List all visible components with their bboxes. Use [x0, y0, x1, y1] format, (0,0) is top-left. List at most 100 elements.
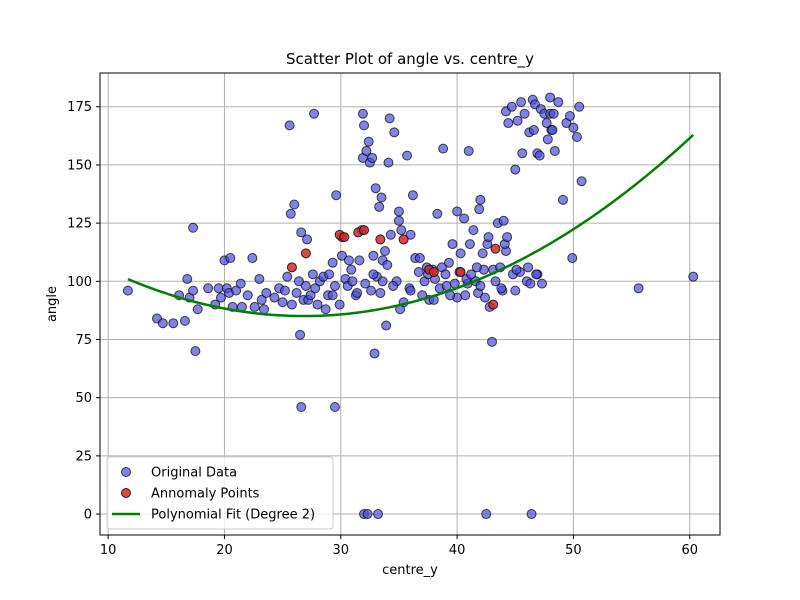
original-data-point — [259, 304, 270, 315]
original-data-point — [548, 108, 559, 119]
anomaly-point — [286, 262, 297, 273]
original-data-point — [564, 111, 575, 122]
original-data-point — [541, 118, 552, 129]
original-data-point — [553, 97, 564, 108]
original-data-point — [247, 253, 258, 264]
original-data-point — [496, 283, 507, 294]
original-data-point — [443, 257, 454, 268]
original-data-point — [414, 253, 425, 264]
original-data-point — [526, 509, 537, 520]
original-data-point — [309, 108, 320, 119]
x-tick-label: 60 — [681, 543, 698, 558]
anomaly-point — [490, 243, 501, 254]
original-data-point — [512, 115, 523, 126]
original-data-point — [545, 92, 556, 103]
original-data-point — [490, 276, 501, 287]
original-data-point — [466, 269, 477, 280]
original-data-point — [352, 287, 363, 298]
original-data-point — [357, 108, 368, 119]
original-data-point — [289, 199, 300, 210]
original-data-point — [506, 101, 517, 112]
original-data-point — [370, 183, 381, 194]
original-data-point — [293, 276, 304, 287]
original-data-point — [277, 297, 288, 308]
original-data-point — [327, 290, 338, 301]
original-data-point — [182, 273, 193, 284]
legend-box — [106, 456, 334, 530]
y-tick-label: 75 — [75, 333, 92, 348]
original-data-point — [368, 250, 379, 261]
original-data-point — [528, 125, 539, 136]
original-data-point — [385, 229, 396, 240]
original-data-point — [381, 320, 392, 331]
original-data-point — [256, 294, 267, 305]
original-data-point — [122, 285, 133, 296]
original-data-point — [463, 145, 474, 156]
y-tick-label: 125 — [67, 217, 92, 232]
original-data-point — [343, 255, 354, 266]
original-data-point — [305, 290, 316, 301]
original-data-point — [285, 208, 296, 219]
legend-marker-original-data — [121, 467, 131, 477]
original-data-point — [296, 401, 307, 412]
original-data-point — [291, 287, 302, 298]
axes-frame — [99, 72, 721, 536]
original-data-point — [537, 278, 548, 289]
original-data-point — [295, 329, 306, 340]
original-data-point — [369, 348, 380, 359]
original-data-point — [312, 299, 323, 310]
original-data-point — [377, 276, 388, 287]
original-data-point — [571, 132, 582, 143]
original-data-point — [368, 269, 379, 280]
anomaly-point — [300, 248, 311, 259]
y-tick-label: 0 — [84, 508, 92, 523]
original-data-point — [510, 285, 521, 296]
original-data-point — [547, 125, 558, 136]
original-data-point — [468, 225, 479, 236]
original-data-point — [373, 509, 384, 520]
original-data-point — [460, 290, 471, 301]
chart-title: Scatter Plot of angle vs. centre_y — [286, 50, 534, 69]
anomaly-point — [488, 299, 499, 310]
original-data-point — [568, 122, 579, 133]
legend-marker-anomaly-points — [121, 488, 131, 498]
anomaly-point — [375, 234, 386, 245]
original-data-point — [483, 232, 494, 243]
original-data-point — [354, 255, 365, 266]
x-axis-label: centre_y — [382, 563, 438, 578]
original-data-point — [549, 145, 560, 156]
original-data-point — [481, 509, 492, 520]
original-data-point — [346, 264, 357, 275]
x-tick-label: 40 — [449, 543, 466, 558]
original-data-point — [413, 266, 424, 277]
plot-area — [122, 92, 699, 520]
original-data-point — [168, 318, 179, 329]
y-tick-label: 25 — [75, 449, 92, 464]
original-data-point — [215, 292, 226, 303]
original-data-point — [542, 134, 553, 145]
original-data-point — [531, 269, 542, 280]
x-tick-label: 50 — [565, 543, 582, 558]
original-data-point — [188, 222, 199, 233]
original-data-point — [347, 276, 358, 287]
original-data-point — [188, 285, 199, 296]
original-data-point — [190, 346, 201, 357]
original-data-point — [366, 285, 377, 296]
axis-ticks: 10 20 30 40 50 60 0 25 50 75 100 125 150 175 — [67, 100, 698, 558]
original-data-point — [633, 283, 644, 294]
original-data-point — [519, 108, 530, 119]
original-data-point — [231, 285, 242, 296]
original-data-point — [440, 269, 451, 280]
original-data-point — [383, 157, 394, 168]
original-data-point — [286, 299, 297, 310]
original-data-point — [376, 192, 387, 203]
original-data-point — [576, 176, 587, 187]
original-data-point — [475, 280, 486, 291]
original-data-point — [474, 204, 485, 215]
original-data-point — [388, 280, 399, 291]
original-data-point — [235, 278, 246, 289]
original-data-point — [279, 285, 290, 296]
original-data-point — [375, 287, 386, 298]
original-data-point — [192, 304, 203, 315]
